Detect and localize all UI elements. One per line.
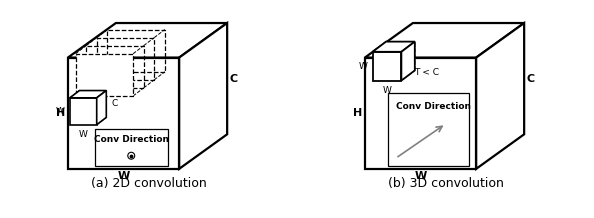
Text: W: W — [358, 62, 367, 71]
Text: T < C: T < C — [414, 68, 439, 77]
Text: W: W — [415, 171, 426, 181]
Polygon shape — [95, 129, 168, 166]
Polygon shape — [372, 42, 415, 52]
Text: (b) 3D convolution: (b) 3D convolution — [387, 177, 504, 190]
Polygon shape — [68, 58, 179, 169]
Text: H: H — [56, 108, 65, 118]
Polygon shape — [179, 23, 227, 169]
Text: W: W — [56, 107, 65, 116]
Text: Conv Direction: Conv Direction — [396, 102, 472, 111]
Text: Conv Direction: Conv Direction — [94, 135, 169, 144]
Polygon shape — [68, 23, 227, 58]
Text: C: C — [527, 74, 535, 84]
Text: H: H — [353, 108, 362, 118]
Text: W: W — [79, 130, 88, 139]
Polygon shape — [70, 90, 106, 98]
Polygon shape — [75, 54, 133, 96]
Text: C: C — [230, 74, 238, 84]
Polygon shape — [97, 90, 106, 125]
Text: W: W — [118, 171, 129, 181]
Polygon shape — [388, 93, 469, 166]
Polygon shape — [372, 52, 402, 81]
Polygon shape — [70, 90, 106, 98]
Polygon shape — [97, 90, 106, 125]
Text: C: C — [112, 99, 118, 109]
Polygon shape — [365, 58, 476, 169]
Polygon shape — [402, 42, 415, 81]
Text: (a) 2D convolution: (a) 2D convolution — [91, 177, 206, 190]
Polygon shape — [476, 23, 524, 169]
Polygon shape — [70, 98, 97, 125]
Polygon shape — [365, 23, 524, 58]
Text: W: W — [383, 86, 391, 95]
